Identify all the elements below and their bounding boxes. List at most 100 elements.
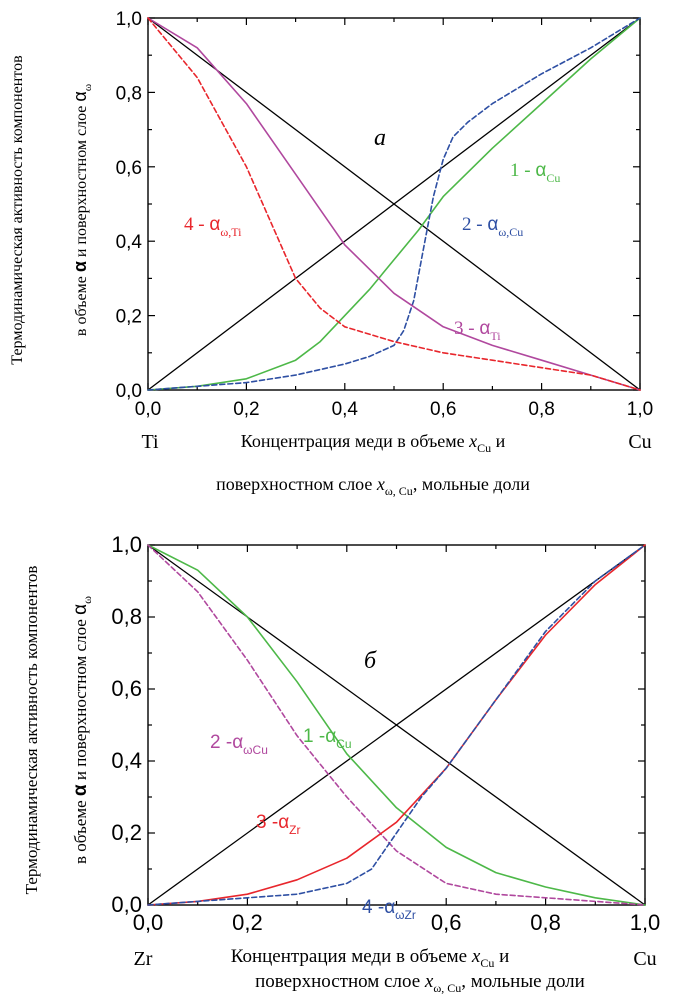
x-axis-label-text: поверхностном слое (255, 971, 425, 992)
x-tick-label: 1,0 (627, 399, 653, 420)
series-line-2 (147, 17, 641, 391)
series-label-subscript: Cu (336, 737, 351, 751)
series-label-4: 4 - αω,Ti (184, 214, 242, 239)
series-label-alpha: α (278, 812, 289, 833)
series-label-alpha: α (209, 214, 220, 235)
y-tick-label: 0,2 (111, 820, 142, 845)
x-axis-label-tail: , мольные доли (413, 474, 530, 494)
x-axis-label-subscript: Cu (477, 441, 491, 455)
x-tick-label: 0,8 (528, 399, 554, 420)
y-axis-label-line1: Термодинамическая активность компонентов (9, 55, 26, 365)
x-tick-label: 0,4 (332, 399, 359, 420)
y-axis-label-line2: в объеме α и поверхностном слое αω (70, 84, 94, 336)
series-line-1 (147, 544, 646, 906)
x-axis-label-tail: и (491, 431, 506, 451)
series-label-subscript: Ti (490, 329, 501, 343)
x-axis-label-line1: Концентрация меди в объеме xCu и (231, 946, 510, 970)
x-tick-label: 0,8 (530, 910, 561, 935)
x-tick-label: 1,0 (630, 910, 661, 935)
y-tick-label: 0,4 (111, 748, 142, 773)
y-tick-label: 0,6 (111, 676, 142, 701)
y-axis-label-alpha: α (70, 784, 91, 796)
x-axis-label-tail: , мольные доли (461, 971, 585, 992)
panel-label: а (374, 125, 386, 151)
x-right-element-label: Cu (633, 948, 656, 970)
x-axis-label-variable: x (468, 431, 477, 451)
x-left-element-label: Ti (141, 431, 159, 453)
x-tick-label: 0,0 (135, 399, 161, 420)
x-left-element-label: Zr (134, 948, 153, 970)
series-label-2: 2 -αωCu (210, 732, 268, 757)
x-axis-label-variable: x (424, 971, 434, 992)
series-label-number: 4 - (362, 897, 384, 918)
series-label-subscript: ω,Ti (220, 225, 242, 239)
series-label-subscript: Zr (289, 823, 300, 837)
x-axis-label-line2: поверхностном слое xω, Cu, мольные доли (255, 971, 585, 995)
y-axis-label-alpha-omega: α (70, 91, 90, 101)
x-tick-label: 0,6 (431, 910, 462, 935)
series-label-alpha: α (479, 318, 490, 339)
series-label-1: 1 - αCu (510, 160, 560, 185)
y-tick-label: 1,0 (111, 532, 142, 557)
series-label-subscript: Cu (546, 171, 560, 185)
series-label-number: 2 - (462, 214, 487, 235)
x-tick-label: 0,0 (133, 910, 164, 935)
series-label-3: 3 - αTi (454, 318, 501, 343)
series-line-1 (147, 17, 641, 391)
series-line-2 (147, 544, 646, 906)
x-axis-label-subscript: Cu (480, 956, 494, 970)
series-label-alpha: α (232, 732, 243, 753)
x-axis-label-text: Концентрация меди в объеме (241, 431, 469, 451)
y-tick-label: 0,4 (116, 232, 143, 253)
series-line-3 (147, 17, 641, 391)
series-label-subscript: ω,Cu (498, 225, 523, 239)
y-axis-label-omega-subscript: ω (82, 84, 94, 91)
x-axis-label-text: поверхностном слое (216, 474, 377, 494)
series-label-subscript: ωZr (395, 908, 416, 922)
y-tick-label: 0,0 (111, 892, 142, 917)
x-tick-label: 0,2 (233, 399, 259, 420)
series-label-4: 4 -αωZr (362, 897, 416, 922)
reference-diagonal-line (147, 544, 646, 906)
series-label-alpha: α (535, 160, 546, 181)
y-tick-label: 0,6 (116, 158, 142, 179)
series-label-number: 3 - (256, 812, 278, 833)
series-line-3 (147, 544, 646, 906)
series-label-number: 1 - (510, 160, 535, 181)
x-axis-label-variable: x (376, 474, 385, 494)
x-tick-label: 0,6 (430, 399, 456, 420)
series-line-4 (147, 17, 641, 391)
y-axis-label-text: и поверхностном слое (71, 615, 90, 784)
x-axis-label-line1: Концентрация меди в объеме xCu и (241, 431, 506, 455)
y-axis-label-line1: Термодинамическая активность компонентов (22, 566, 41, 895)
x-axis-label-text: Концентрация меди в объеме (231, 946, 472, 967)
y-axis-label-text: в объеме (73, 272, 90, 336)
y-axis-label-text: и поверхностном слое (73, 102, 90, 262)
series-label-2: 2 - αω,Cu (462, 214, 523, 239)
y-tick-label: 0,0 (116, 381, 142, 402)
y-tick-label: 1,0 (116, 9, 142, 30)
reference-diagonal-line (147, 17, 641, 391)
y-tick-label: 0,8 (116, 83, 142, 104)
series-label-number: 2 - (210, 732, 232, 753)
x-axis-label-subscript: ω, Cu (385, 484, 413, 498)
x-axis-label-tail: и (494, 946, 509, 967)
series-label-number: 1 - (303, 726, 325, 747)
x-tick-label: 0,2 (232, 910, 263, 935)
series-label-3: 3 -αZr (256, 812, 301, 837)
y-axis-label-line2: в объеме α и поверхностном слое αω (70, 596, 94, 864)
chart-panel-a: 0,0 0,2 0,4 0,6 0,8 1,0 0,0 0,2 0,4 0,6 0,8 1,0 1 - … (9, 9, 653, 498)
y-axis-label-omega-subscript: ω (80, 596, 94, 604)
y-axis-label-alpha-omega: α (70, 604, 91, 615)
series-label-number: 3 - (454, 318, 479, 339)
series-line-4 (147, 544, 646, 906)
series-label-alpha: α (325, 726, 336, 747)
x-axis-label-variable: x (471, 946, 481, 967)
x-axis-label-subscript: ω, Cu (433, 981, 461, 995)
series-label-1: 1 -αCu (303, 726, 352, 751)
y-tick-label: 0,8 (111, 604, 142, 629)
series-label-number: 4 - (184, 214, 209, 235)
series-label-alpha: α (487, 214, 498, 235)
y-axis-label-text: в объеме (71, 796, 90, 864)
